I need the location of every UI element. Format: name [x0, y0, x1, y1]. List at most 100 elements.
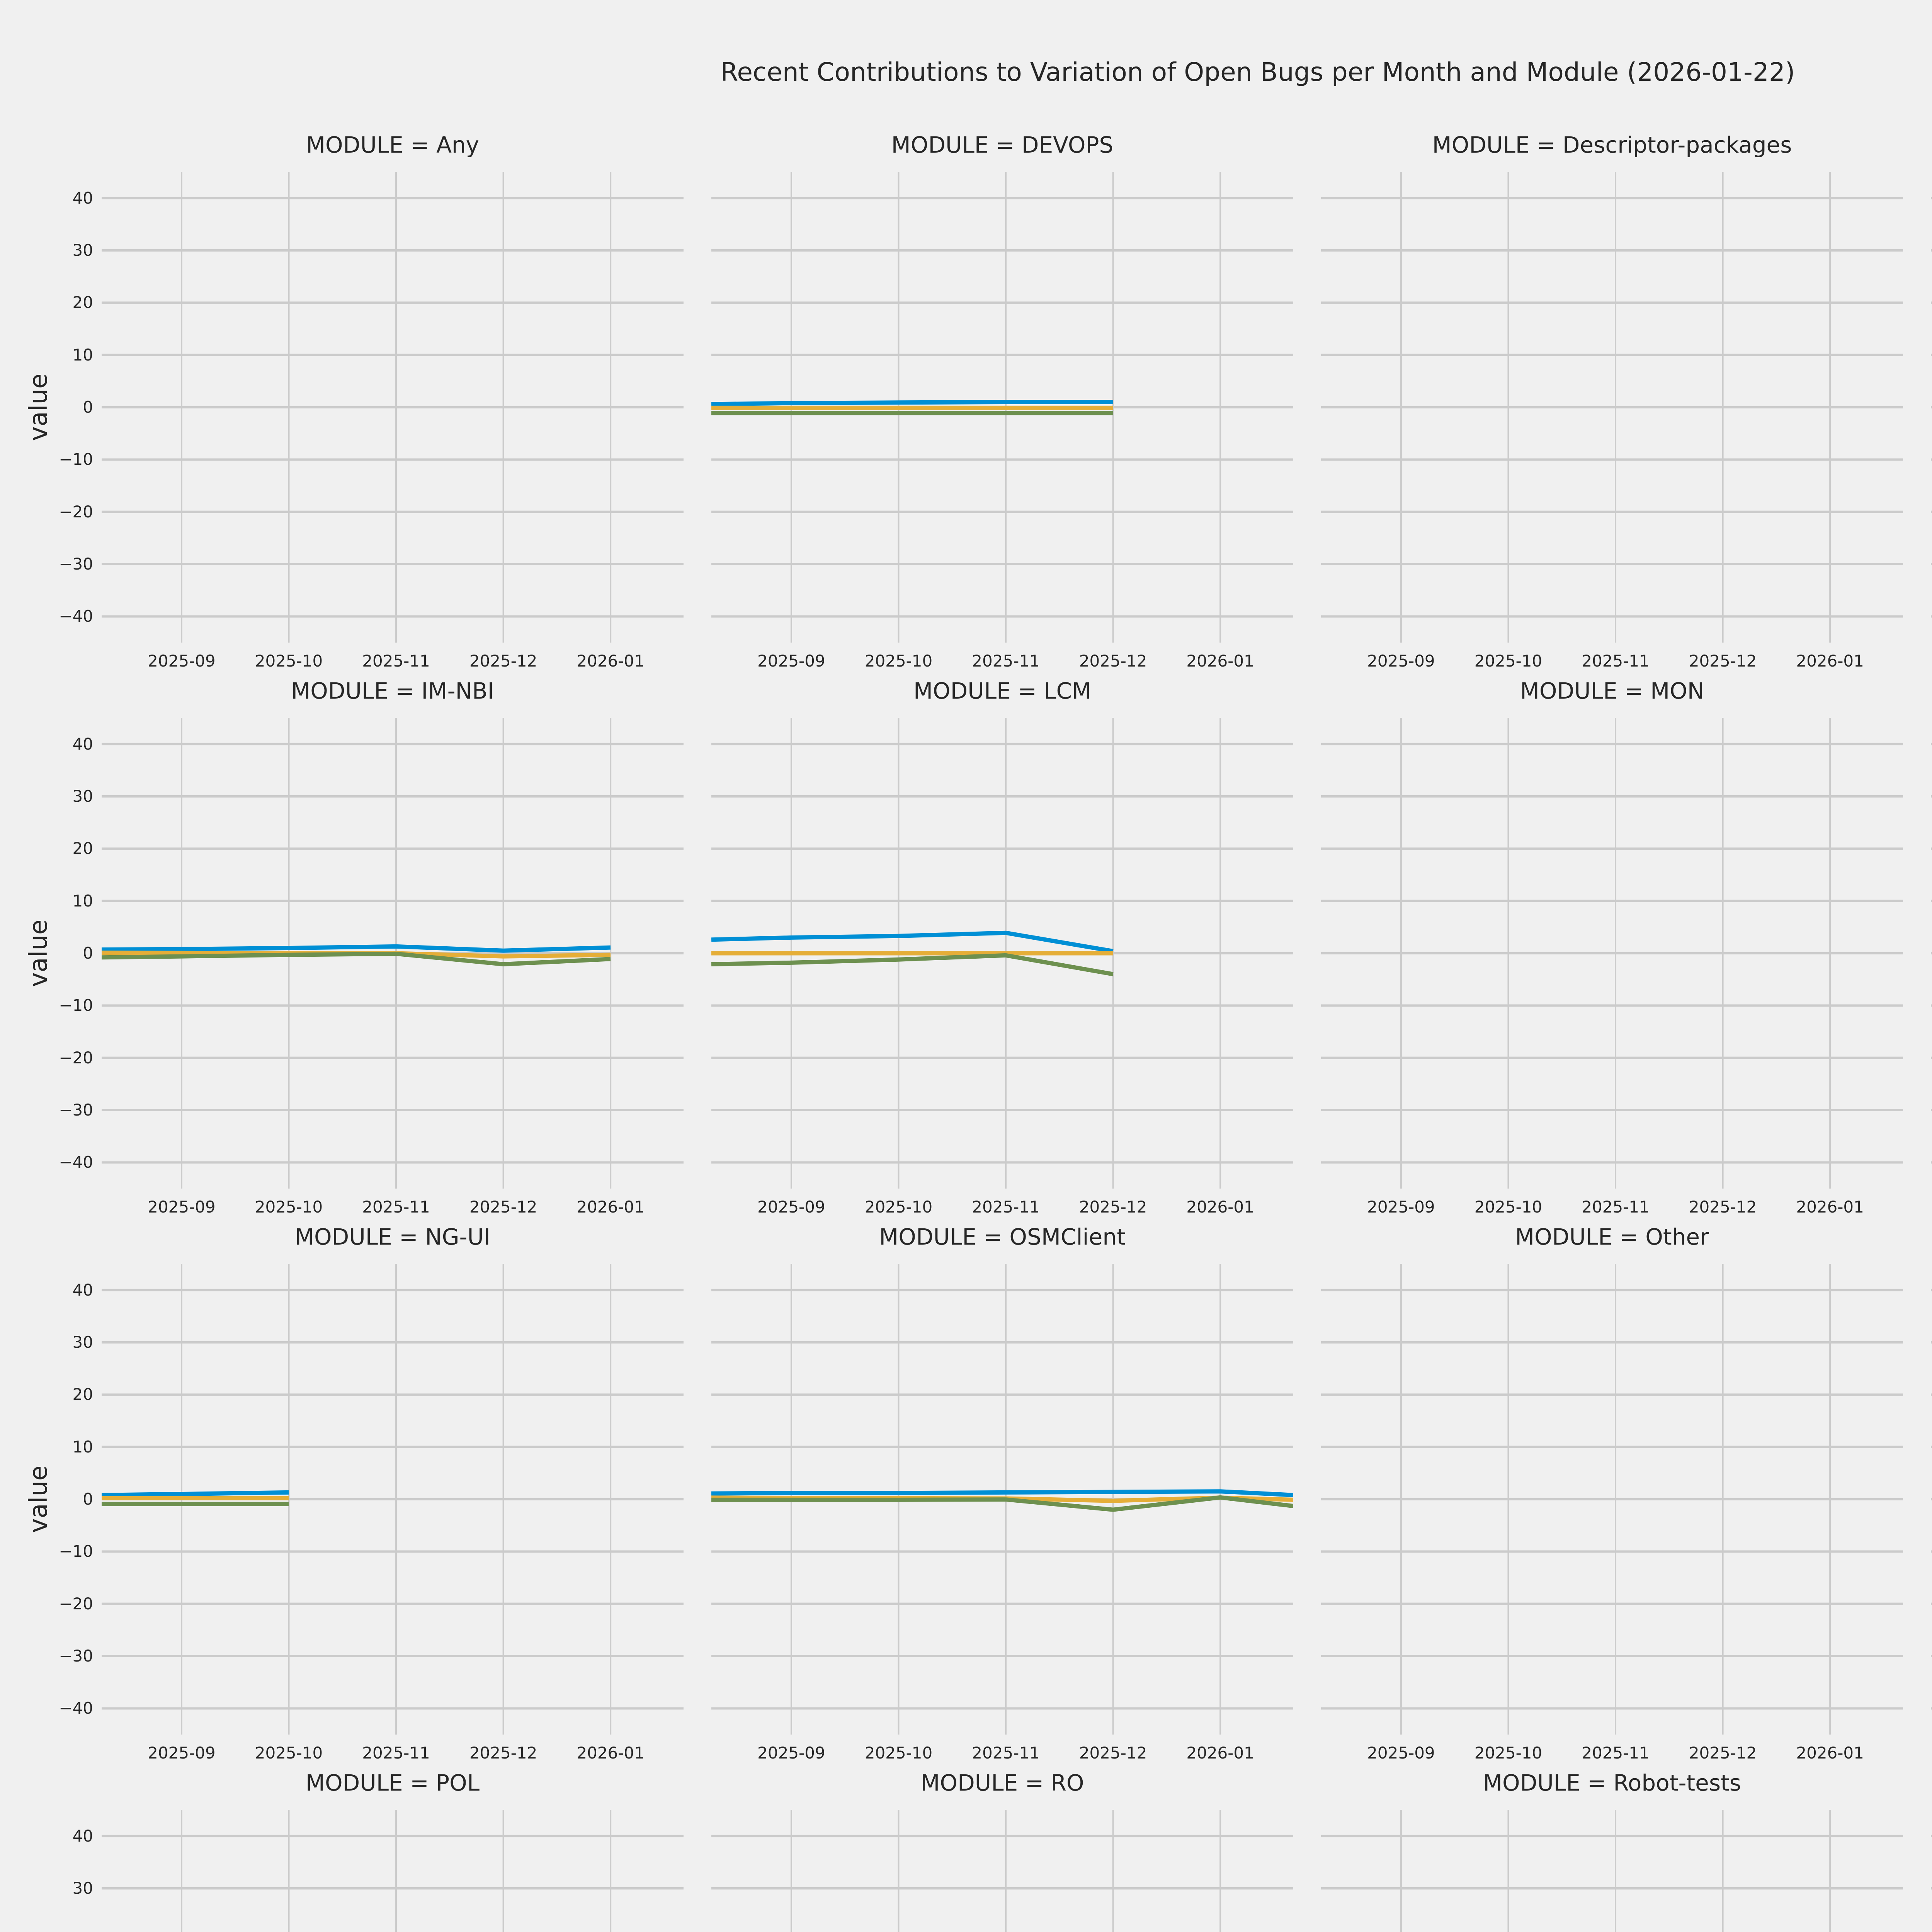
facet-title: MODULE = Descriptor-packages: [1432, 132, 1792, 158]
x-tick-label: 2025-11: [972, 1197, 1040, 1216]
x-tick-label: 2025-11: [972, 1743, 1040, 1762]
y-tick-label: 10: [72, 345, 93, 364]
x-tick-label: 2026-01: [1186, 651, 1254, 670]
y-tick-label: 40: [72, 188, 93, 207]
facet-plot-area: [102, 718, 684, 1189]
y-tick-label: 20: [72, 293, 93, 312]
y-tick-label: −20: [59, 1594, 93, 1613]
x-tick-label: 2025-12: [1689, 1197, 1757, 1216]
x-tick-label: 2026-01: [577, 1743, 645, 1762]
y-tick-label: 20: [12, 1930, 93, 1932]
facet-plot-area: [102, 1810, 684, 1932]
series-line-closed: [711, 1495, 1293, 1512]
facet-title: MODULE = Any: [306, 132, 479, 158]
facet-title: MODULE = NG-UI: [294, 1224, 491, 1250]
figure-title: Recent Contributions to Variation of Ope…: [720, 57, 1795, 87]
facet-panel-mon: [1321, 718, 1903, 1189]
y-tick-label: −20: [59, 502, 93, 521]
y-tick-label: −10: [59, 450, 93, 469]
series-line-opened: [711, 400, 1113, 406]
facet-panel-other: [1321, 1264, 1903, 1735]
facet-title: MODULE = LCM: [913, 678, 1092, 704]
x-tick-label: 2025-10: [864, 1743, 933, 1762]
x-tick-label: 2025-09: [1367, 1743, 1435, 1762]
series-line-opened: [102, 944, 611, 953]
facet-panel-ro: [711, 1810, 1293, 1932]
x-tick-label: 2025-11: [1582, 1197, 1650, 1216]
y-axis-label: value: [24, 373, 53, 441]
facet-plot-area: [102, 172, 684, 643]
facet-title: MODULE = Other: [1515, 1224, 1709, 1250]
x-tick-label: 2025-11: [362, 1743, 430, 1762]
x-tick-label: 2025-09: [148, 651, 216, 670]
x-tick-label: 2025-10: [255, 651, 323, 670]
x-tick-label: 2025-12: [1079, 651, 1147, 670]
facet-panel-any: [102, 172, 684, 643]
x-tick-label: 2025-10: [1474, 1743, 1543, 1762]
series-line-closed: [102, 951, 611, 966]
x-tick-label: 2025-11: [972, 651, 1040, 670]
y-tick-label: −30: [59, 1646, 93, 1665]
x-tick-label: 2025-09: [1367, 1197, 1435, 1216]
y-tick-label: 20: [72, 1385, 93, 1404]
x-tick-label: 2025-12: [469, 1743, 537, 1762]
y-tick-label: 0: [83, 398, 93, 417]
facet-title: MODULE = RO: [920, 1770, 1084, 1796]
x-tick-label: 2025-11: [1582, 1743, 1650, 1762]
facet-plot-area: [711, 718, 1293, 1189]
y-tick-label: 40: [72, 734, 93, 753]
y-tick-label: −40: [59, 1153, 93, 1172]
x-tick-label: 2025-11: [362, 1197, 430, 1216]
facet-plot-area: [711, 1264, 1293, 1735]
facet-plot-area: [1321, 1810, 1903, 1932]
x-tick-label: 2025-11: [1582, 651, 1650, 670]
facet-title: MODULE = MON: [1520, 678, 1704, 704]
facet-panel-pol: [102, 1810, 684, 1932]
x-tick-label: 2026-01: [1796, 1197, 1864, 1216]
facet-title: MODULE = OSMClient: [879, 1224, 1126, 1250]
y-tick-label: 30: [72, 241, 93, 260]
y-tick-label: −40: [59, 607, 93, 626]
facet-panel-osmclient: [711, 1264, 1293, 1735]
x-tick-label: 2026-01: [1796, 651, 1864, 670]
x-tick-label: 2025-12: [469, 651, 537, 670]
y-tick-label: −10: [59, 1542, 93, 1561]
x-tick-label: 2025-12: [1079, 1197, 1147, 1216]
facet-title: MODULE = Robot-tests: [1483, 1770, 1741, 1796]
y-tick-label: 10: [72, 891, 93, 910]
x-tick-label: 2026-01: [1186, 1197, 1254, 1216]
x-tick-label: 2025-12: [1079, 1743, 1147, 1762]
y-tick-label: −40: [59, 1699, 93, 1718]
y-tick-label: 0: [83, 944, 93, 963]
y-tick-label: 30: [72, 1333, 93, 1352]
x-tick-label: 2025-10: [255, 1743, 323, 1762]
series-line-opened: [711, 1489, 1293, 1497]
series-line-closed: [711, 953, 1114, 976]
facet-panel-lcm: [711, 718, 1293, 1189]
x-tick-label: 2025-09: [757, 1743, 825, 1762]
x-tick-label: 2025-10: [255, 1197, 323, 1216]
facet-plot-area: [711, 172, 1293, 643]
y-tick-label: 0: [83, 1490, 93, 1509]
x-tick-label: 2026-01: [577, 1197, 645, 1216]
y-tick-label: 30: [72, 1879, 93, 1898]
x-tick-label: 2025-09: [148, 1743, 216, 1762]
x-tick-label: 2025-09: [148, 1197, 216, 1216]
x-tick-label: 2025-11: [362, 651, 430, 670]
series-line-opened: [102, 1490, 289, 1497]
y-tick-label: 40: [72, 1280, 93, 1299]
y-tick-label: 20: [72, 839, 93, 858]
facet-title: MODULE = IM-NBI: [291, 678, 494, 704]
facet-plot-area: [1321, 718, 1903, 1189]
y-tick-label: −10: [59, 996, 93, 1015]
x-tick-label: 2025-09: [757, 1197, 825, 1216]
x-tick-label: 2026-01: [1796, 1743, 1864, 1762]
y-tick-label: −30: [59, 1100, 93, 1119]
x-tick-label: 2025-10: [864, 651, 933, 670]
facet-title: MODULE = POL: [305, 1770, 480, 1796]
y-tick-label: 10: [72, 1437, 93, 1456]
y-axis-label: value: [24, 919, 53, 987]
x-tick-label: 2026-01: [1186, 1743, 1254, 1762]
x-tick-label: 2025-10: [1474, 1197, 1543, 1216]
